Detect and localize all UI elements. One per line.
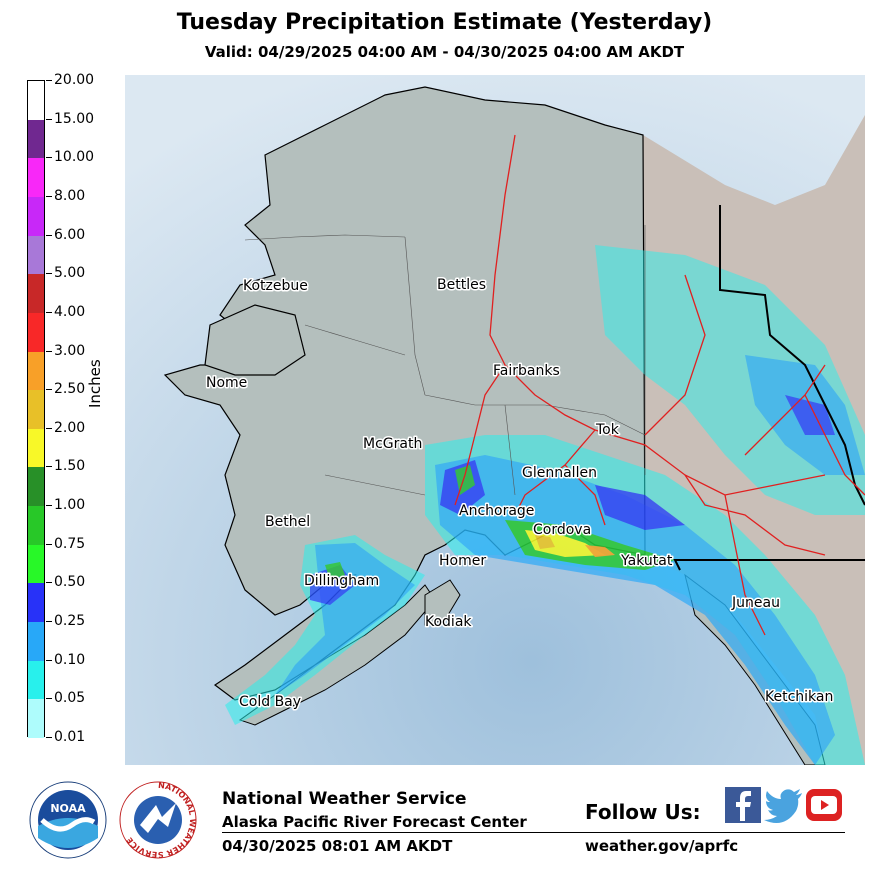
noaa-logo[interactable]: NOAA [28, 780, 108, 860]
roads [454, 134, 865, 636]
colorbar-tick [46, 118, 52, 120]
city-label: Cordova [533, 522, 591, 538]
colorbar-segment [28, 81, 44, 120]
colorbar-segment [28, 351, 44, 391]
colorbar-tick [46, 543, 52, 545]
canada-land [643, 115, 865, 765]
colorbar-segment [28, 390, 44, 429]
twitter-icon[interactable] [764, 787, 802, 823]
colorbar-segment [28, 196, 44, 236]
colorbar-label: 2.00 [54, 419, 86, 436]
city-label: Nome [206, 375, 247, 391]
colorbar-label: 0.10 [54, 651, 86, 668]
colorbar-tick [46, 234, 52, 236]
city-labels: Kotzebue Bettles Nome Fairbanks McGrath Tok Gl… [205, 276, 835, 712]
facebook-icon[interactable] [725, 787, 761, 823]
city-label: Bettles [437, 277, 486, 293]
ak-canada-border [673, 205, 865, 571]
colorbar-segment [28, 119, 44, 159]
colorbar-label: 8.00 [54, 187, 86, 204]
colorbar-label: 1.50 [54, 458, 86, 475]
precipitation-map[interactable]: Kotzebue Bettles Nome Fairbanks McGrath Tok Gl… [125, 75, 865, 765]
city-label: Kotzebue [243, 278, 308, 294]
colorbar-tick [46, 273, 52, 275]
issued-time: 04/30/2025 08:01 AM AKDT [222, 837, 453, 855]
city-label: Homer [439, 553, 486, 569]
city-label: Fairbanks [493, 363, 560, 379]
follow-label: Follow Us: [585, 800, 701, 824]
colorbar-tick [46, 427, 52, 429]
colorbar-segment [28, 312, 44, 352]
colorbar-tick [46, 389, 52, 391]
zone-boundaries [244, 225, 646, 496]
colorbar-label: 1.00 [54, 497, 86, 514]
colorbar-label: 2.50 [54, 381, 86, 398]
colorbar-label: 20.00 [54, 72, 95, 88]
colorbar-tick [46, 157, 52, 159]
city-label: Dillingham [304, 573, 379, 589]
youtube-icon[interactable] [806, 787, 842, 823]
city-label: Tok [595, 422, 620, 438]
city-label: Glennallen [522, 465, 597, 481]
colorbar-tick [46, 582, 52, 584]
city-label: McGrath [363, 436, 422, 452]
colorbar-label: 6.00 [54, 226, 86, 243]
colorbar-tick [46, 311, 52, 313]
colorbar-segment [28, 622, 44, 661]
map-subtitle: Valid: 04/29/2025 04:00 AM - 04/30/2025 … [204, 43, 685, 61]
colorbar [27, 80, 45, 738]
colorbar-label: 0.75 [54, 535, 86, 552]
seward-peninsula [204, 304, 306, 376]
city-label: Ketchikan [765, 689, 833, 705]
colorbar-tick [46, 659, 52, 661]
map-title: Tuesday Precipitation Estimate (Yesterda… [176, 10, 713, 35]
colorbar-tick [46, 505, 52, 507]
colorbar-tick [46, 80, 52, 81]
office-name: Alaska Pacific River Forecast Center [222, 813, 527, 831]
colorbar-label: 0.25 [54, 613, 86, 630]
noaa-text: NOAA [50, 802, 86, 815]
footer-divider [222, 832, 845, 833]
city-label: Kodiak [425, 614, 472, 630]
city-label: Juneau [731, 595, 780, 611]
colorbar-label: 15.00 [54, 110, 95, 127]
colorbar-segment [28, 583, 44, 623]
nws-logo[interactable]: NATIONAL WEATHER SERVICE [118, 775, 198, 865]
website-link[interactable]: weather.gov/aprfc [585, 837, 739, 855]
colorbar-label: 10.00 [54, 149, 95, 166]
colorbar-tick [46, 621, 52, 623]
colorbar-segment [28, 274, 44, 313]
precip-swaths [225, 245, 865, 765]
colorbar-label: 0.01 [54, 729, 86, 745]
colorbar-label: 5.00 [54, 265, 86, 282]
colorbar-segment [28, 506, 44, 545]
colorbar-label: 0.05 [54, 690, 86, 707]
colorbar-segment [28, 235, 44, 275]
colorbar-tick [46, 737, 52, 738]
colorbar-segment [28, 544, 44, 584]
city-label: Cold Bay [239, 694, 301, 710]
colorbar-segment [28, 158, 44, 197]
colorbar-tick [46, 698, 52, 700]
city-label: Bethel [265, 514, 310, 530]
city-label: Yakutat [620, 553, 673, 569]
kodiak-island [424, 579, 461, 626]
colorbar-axis-label: Inches [86, 359, 104, 408]
colorbar-label: 4.00 [54, 303, 86, 320]
map-svg: Kotzebue Bettles Nome Fairbanks McGrath Tok Gl… [125, 75, 865, 765]
colorbar-tick [46, 195, 52, 197]
colorbar-label: 3.00 [54, 342, 86, 359]
city-label: Anchorage [459, 503, 534, 519]
colorbar-tick [46, 466, 52, 468]
colorbar-segment [28, 467, 44, 507]
org-name: National Weather Service [222, 789, 467, 809]
colorbar-segment [28, 660, 44, 700]
colorbar-tick [46, 350, 52, 352]
colorbar-label: 0.50 [54, 574, 86, 591]
colorbar-segment [28, 699, 44, 738]
colorbar-segment [28, 428, 44, 468]
